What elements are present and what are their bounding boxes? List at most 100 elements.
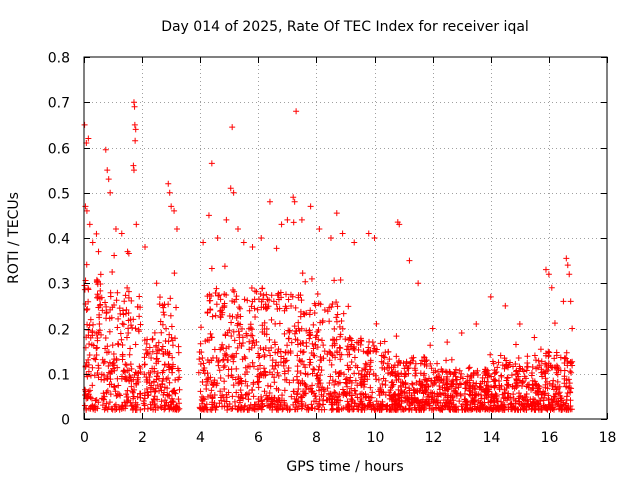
data-point (339, 386, 346, 393)
data-point (336, 370, 343, 377)
data-point (273, 406, 280, 413)
data-point (100, 390, 107, 397)
data-point (127, 316, 134, 323)
data-point (130, 167, 137, 174)
data-point (406, 257, 413, 264)
data-point (500, 401, 507, 408)
data-point (246, 307, 253, 314)
data-point (529, 402, 536, 409)
data-point (152, 403, 159, 410)
data-point (220, 364, 227, 371)
data-point (327, 235, 334, 241)
data-point (169, 361, 176, 368)
data-point (247, 321, 254, 328)
data-point (253, 338, 260, 345)
data-point (125, 397, 132, 404)
data-point (495, 377, 502, 384)
data-point (435, 368, 442, 375)
data-point (415, 280, 422, 287)
data-point (203, 376, 210, 383)
data-point (117, 330, 124, 337)
data-point (254, 373, 261, 380)
data-point (387, 406, 394, 413)
data-point (326, 380, 333, 387)
data-point (149, 335, 156, 342)
data-point (201, 365, 208, 372)
data-point (221, 300, 228, 307)
data-point (528, 406, 535, 413)
data-point (228, 406, 235, 413)
data-point (128, 297, 135, 304)
data-point (318, 337, 325, 344)
data-point (324, 385, 331, 392)
data-point (141, 402, 148, 409)
data-point (393, 333, 400, 340)
data-point (300, 348, 307, 355)
data-point (365, 397, 372, 404)
data-point (169, 354, 176, 361)
data-point (94, 295, 101, 302)
data-point (85, 368, 92, 375)
data-point (428, 397, 435, 404)
data-point (119, 351, 126, 358)
data-point (176, 386, 183, 393)
data-point (104, 167, 111, 174)
data-point (324, 308, 331, 315)
data-point (516, 368, 523, 375)
data-point (452, 376, 459, 383)
data-point (164, 391, 171, 398)
data-point (283, 357, 290, 364)
data-point (344, 343, 351, 350)
data-point (239, 334, 246, 341)
data-point (489, 358, 496, 365)
data-point (313, 372, 320, 379)
data-point (395, 376, 402, 383)
data-point (117, 310, 124, 317)
data-point (89, 382, 96, 389)
data-point (342, 376, 349, 383)
data-point (82, 277, 89, 284)
data-point (225, 343, 232, 350)
data-point (281, 330, 288, 337)
data-point (176, 400, 183, 407)
data-point (329, 377, 336, 384)
data-point (235, 403, 242, 410)
data-point (258, 304, 265, 311)
data-point (405, 396, 412, 403)
data-point (135, 328, 142, 335)
data-point (482, 388, 489, 395)
data-point (119, 320, 126, 327)
data-point (504, 374, 511, 381)
data-point (398, 387, 405, 394)
data-point (107, 189, 114, 196)
data-point (257, 345, 264, 352)
data-point (434, 393, 441, 400)
data-point (239, 356, 246, 363)
data-point (253, 288, 260, 295)
data-point (97, 287, 104, 294)
data-point (248, 344, 255, 351)
data-point (541, 402, 548, 409)
data-point (102, 299, 109, 306)
data-point (235, 320, 242, 327)
data-point (321, 406, 328, 413)
data-point (123, 376, 130, 383)
data-point (442, 399, 449, 406)
data-point (218, 344, 225, 351)
data-point (238, 342, 245, 349)
data-point (160, 309, 167, 316)
data-point (345, 401, 352, 408)
data-point (217, 314, 224, 321)
data-point (87, 372, 94, 379)
data-point (165, 301, 172, 308)
data-point (545, 352, 552, 359)
data-point (276, 305, 283, 312)
data-point (163, 399, 170, 406)
data-point (462, 385, 469, 392)
data-point (199, 378, 206, 385)
data-point (306, 311, 313, 318)
data-point (229, 352, 236, 359)
data-point (328, 406, 335, 413)
data-point (125, 367, 132, 374)
data-point (315, 336, 322, 343)
